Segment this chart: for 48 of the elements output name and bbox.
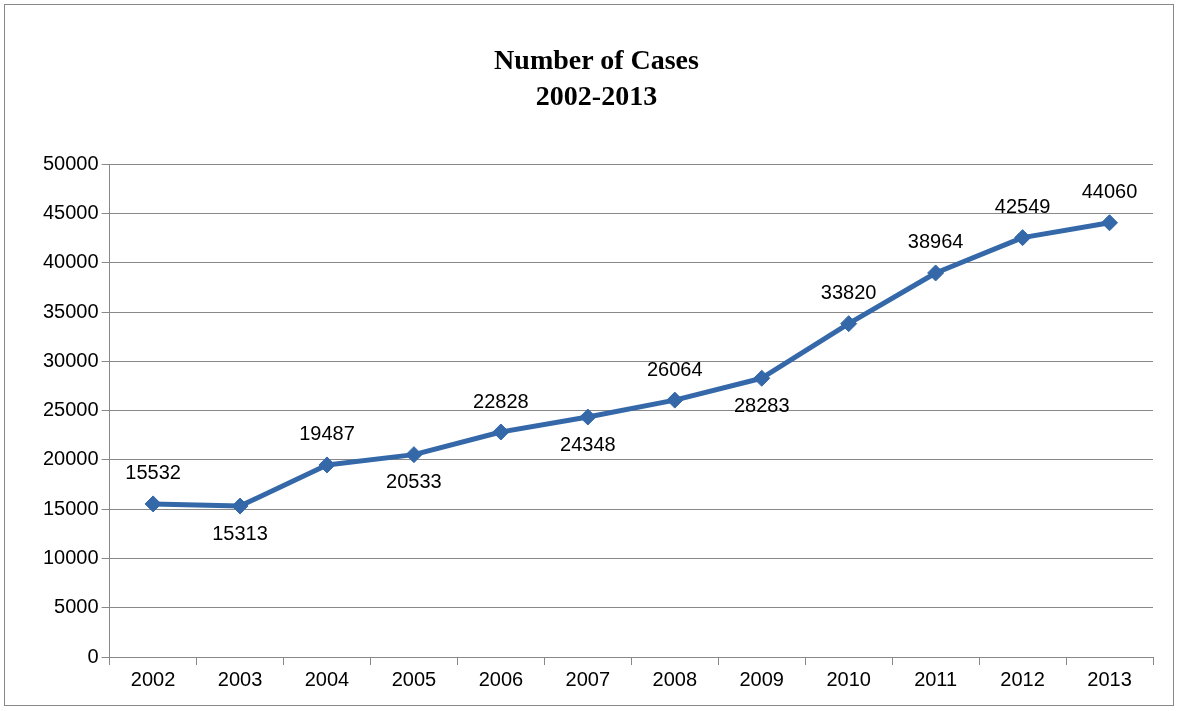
data-label: 24348 (560, 432, 616, 455)
data-label: 15532 (125, 461, 181, 484)
data-label: 33820 (820, 281, 877, 304)
point (753, 369, 771, 387)
chart-subtitle: 2002-2013 (535, 79, 658, 111)
point (840, 315, 858, 333)
y-tick-label: 45000 (42, 201, 99, 223)
point (579, 408, 597, 426)
data-label: 19487 (299, 422, 355, 445)
point (1014, 229, 1032, 247)
data-label: 38964 (907, 230, 964, 253)
point (927, 264, 945, 282)
data-label: 42549 (994, 195, 1051, 218)
y-tick-label: 15000 (42, 496, 99, 519)
y-tick-label: 30000 (42, 348, 99, 371)
y-tick-label: 35000 (42, 299, 99, 322)
x-tick-label: 2006 (478, 667, 524, 690)
y-tick-label: 10000 (42, 545, 99, 568)
y-tick-label: 50000 (42, 151, 99, 174)
x-tick-label: 2012 (1000, 667, 1045, 690)
point (144, 495, 162, 513)
y-tick-label: 20000 (42, 447, 99, 470)
data-label: 22828 (473, 389, 529, 412)
y-tick-label: 5000 (54, 595, 99, 618)
y-tick-label: 40000 (42, 250, 99, 273)
y-tick-label: 0 (87, 644, 99, 667)
x-tick-label: 2011 (914, 667, 958, 690)
point (666, 391, 684, 409)
data-label: 20533 (386, 470, 442, 493)
x-tick-label: 2004 (304, 667, 350, 690)
point (492, 423, 510, 441)
x-tick-label: 2008 (652, 667, 698, 690)
x-tick-label: 2002 (130, 667, 176, 690)
y-tick-label: 25000 (42, 398, 99, 421)
x-tick-label: 2013 (1087, 667, 1132, 690)
data-label: 44060 (1081, 180, 1138, 203)
chart-title: Number of Cases (494, 44, 699, 76)
point (318, 456, 336, 474)
point (405, 446, 423, 464)
data-label: 26064 (646, 357, 703, 380)
data-label: 28283 (733, 393, 790, 416)
x-tick-label: 2010 (826, 667, 871, 690)
x-tick-label: 2007 (565, 667, 611, 690)
point (1101, 214, 1119, 232)
data-label: 15313 (212, 521, 268, 544)
x-tick-label: 2003 (217, 667, 263, 690)
x-tick-label: 2009 (739, 667, 784, 690)
x-tick-label: 2005 (391, 667, 437, 690)
